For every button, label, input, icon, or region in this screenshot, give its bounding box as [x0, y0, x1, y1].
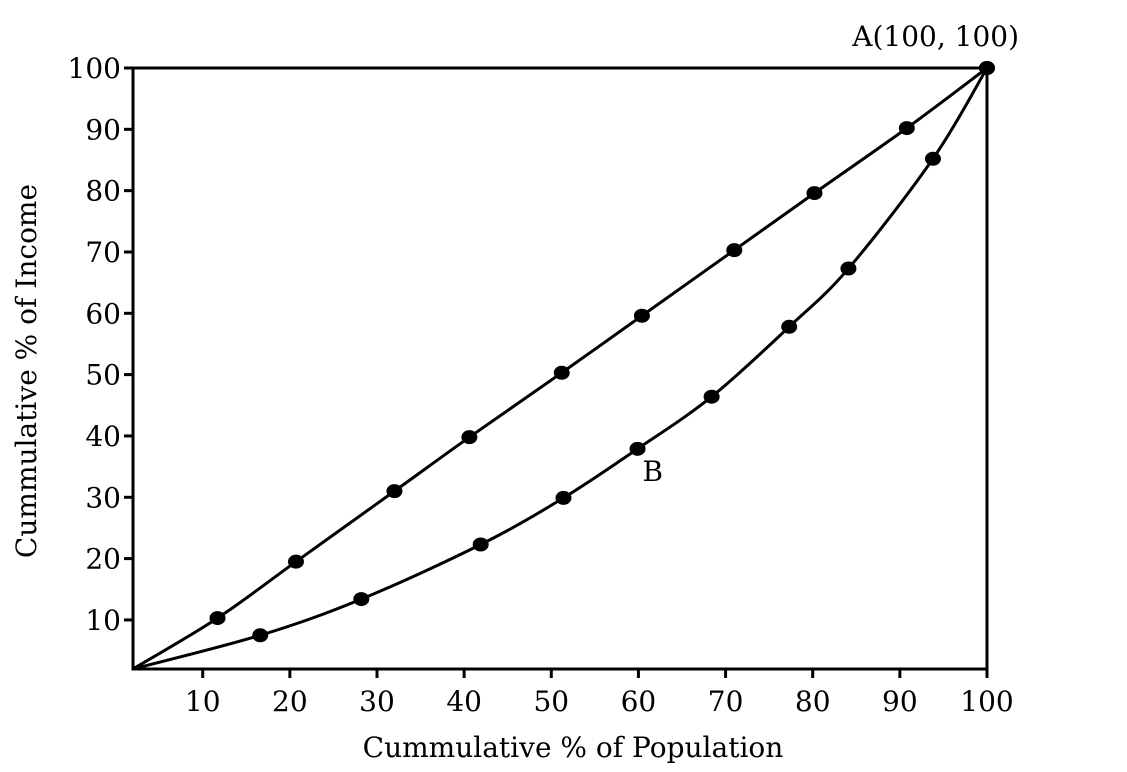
data-point — [353, 592, 370, 607]
data-point — [555, 490, 572, 505]
data-point — [726, 243, 743, 258]
y-tick-label: 90 — [85, 113, 121, 146]
data-point — [924, 151, 941, 166]
y-tick-label: 60 — [85, 297, 121, 330]
x-tick-label: 20 — [272, 685, 308, 718]
x-tick-label: 60 — [621, 685, 657, 718]
x-axis-title: Cummulative % of Population — [363, 731, 784, 764]
x-tick-label: 50 — [533, 685, 569, 718]
data-point — [979, 61, 995, 75]
data-point — [806, 186, 823, 201]
annotation-layer: A(100, 100) B — [643, 20, 1019, 488]
y-tick-label: 100 — [68, 52, 121, 85]
y-tick-label: 40 — [85, 420, 121, 453]
data-point — [629, 441, 646, 456]
data-point — [898, 121, 915, 136]
plot-border — [131, 66, 989, 671]
data-point — [252, 628, 269, 643]
data-point — [209, 611, 226, 626]
marker-layer — [209, 61, 995, 643]
data-point — [472, 537, 489, 552]
data-point — [461, 430, 478, 445]
y-axis-title: Cummulative % of Income — [10, 184, 43, 558]
x-tick-label: 30 — [359, 685, 395, 718]
x-tick-label: 40 — [446, 685, 482, 718]
y-tick-label: 70 — [85, 236, 121, 269]
y-tick-label: 30 — [85, 481, 121, 514]
plot-frame — [131, 66, 989, 671]
y-tick-label: 10 — [85, 604, 121, 637]
tick-layer: 10 20 30 40 50 60 70 80 90 100 10 20 30 40 50 60 70 80 90 1… — [68, 52, 1014, 718]
data-point — [703, 389, 720, 404]
data-point — [386, 484, 403, 499]
x-tick-label: 90 — [882, 685, 918, 718]
data-point — [287, 554, 304, 569]
x-tick-label: 70 — [708, 685, 744, 718]
y-tick-label: 80 — [85, 175, 121, 208]
x-tick-label: 100 — [960, 685, 1013, 718]
annotation-point-a: A(100, 100) — [851, 20, 1019, 53]
y-tick-label: 50 — [85, 359, 121, 392]
data-point — [840, 261, 857, 276]
data-point — [633, 308, 650, 323]
data-point — [553, 365, 570, 380]
x-tick-label: 10 — [185, 685, 221, 718]
data-point — [781, 319, 798, 334]
annotation-point-b: B — [643, 455, 664, 488]
y-tick-label: 20 — [85, 543, 121, 576]
x-tick-label: 80 — [795, 685, 831, 718]
